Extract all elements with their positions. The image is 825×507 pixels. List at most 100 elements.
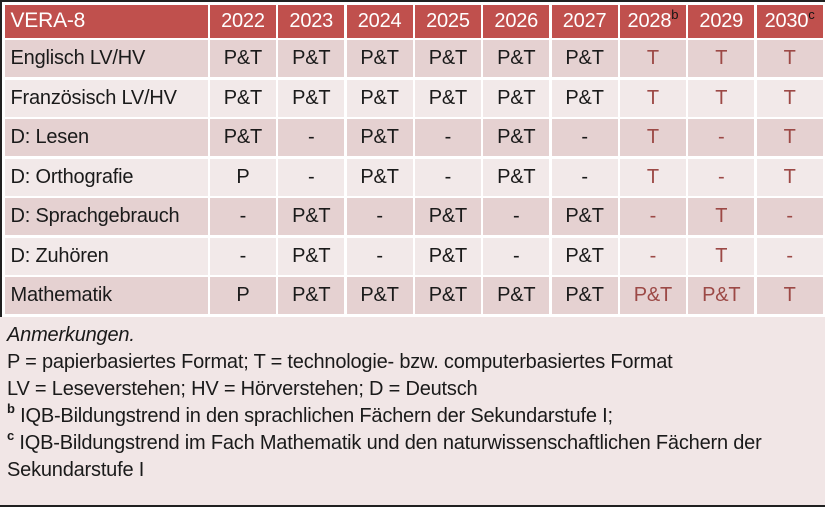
header-year-2025: 2025 [415, 4, 481, 38]
table-cell: T [688, 198, 755, 235]
row-label: Mathematik [4, 277, 208, 314]
table-cell: P&T [551, 198, 618, 235]
header-year-2024: 2024 [346, 4, 413, 38]
header-year-label: 2024 [357, 9, 402, 32]
table-cell: P&T [688, 277, 755, 314]
header-year-label: 2027 [562, 9, 607, 32]
table-cell: - [346, 198, 413, 235]
table-cell: T [756, 79, 823, 117]
table-cell: T [756, 277, 823, 314]
table-cell: - [415, 158, 481, 196]
table-cell: P&T [415, 79, 481, 117]
row-label: D: Lesen [4, 119, 208, 156]
table-cell: - [756, 237, 823, 275]
header-year-label: 2029 [699, 9, 744, 32]
table-cell: P [210, 158, 276, 196]
table-cell: T [756, 158, 823, 196]
note-b-text: IQB-Bildungstrend in den sprachlichen Fä… [20, 404, 613, 427]
table-cell: P&T [483, 158, 550, 196]
table-cell: - [551, 158, 618, 196]
table-cell: - [210, 237, 276, 275]
header-year-2028: 2028 b [620, 4, 686, 38]
table-cell: P&T [346, 277, 413, 314]
table-cell: P&T [278, 277, 345, 314]
table-cell: - [620, 237, 686, 275]
note-b: b IQB-Bildungstrend in den sprachlichen … [7, 400, 817, 430]
header-year-label: 2023 [289, 9, 334, 32]
table-cell: P&T [415, 40, 481, 77]
header-year-label: 2026 [494, 9, 539, 32]
table-cell: - [688, 119, 755, 156]
note-b-superscript: b [7, 400, 15, 416]
table-cell: T [756, 40, 823, 77]
header-year-2030: 2030 c [756, 4, 823, 38]
table-cell: - [346, 237, 413, 275]
table-cell: T [756, 119, 823, 156]
row-label: Englisch LV/HV [4, 40, 208, 77]
header-year-label: 2022 [221, 9, 265, 32]
table-cell: T [620, 119, 686, 156]
header-year-2023: 2023 [278, 4, 345, 38]
header-year-2022: 2022 [210, 4, 276, 38]
vera8-table: VERA-8 2022 2023 2024 2025 2026 2027 2028 b 2029 2… [0, 2, 825, 317]
table-cell: P&T [278, 198, 345, 235]
table-cell: - [551, 119, 618, 156]
note-abbreviation-legend: LV = Leseverstehen; HV = Hörverstehen; D… [7, 377, 478, 400]
row-label: D: Orthografie [4, 158, 208, 196]
row-label: Französisch LV/HV [4, 79, 208, 117]
table-cell: T [688, 237, 755, 275]
table-cell: P&T [483, 40, 550, 77]
table-cell: P&T [346, 40, 413, 77]
notes-section: Anmerkungen. P = papierbasiertes Format;… [0, 316, 825, 505]
table-cell: - [483, 237, 550, 275]
table-cell: P&T [346, 119, 413, 156]
table-cell: P&T [551, 40, 618, 77]
table-cell: P&T [483, 79, 550, 117]
table-cell: P&T [278, 40, 345, 77]
note-c: c IQB-Bildungstrend im Fach Mathematik u… [7, 427, 817, 484]
header-year-2027: 2027 [551, 4, 618, 38]
table-cell: P&T [346, 79, 413, 117]
table-cell: P [210, 277, 276, 314]
table-cell: - [756, 198, 823, 235]
header-year-label: 2030 [764, 9, 809, 32]
table-cell: - [415, 119, 481, 156]
row-label: D: Sprachgebrauch [4, 198, 208, 235]
table-cell: P&T [551, 79, 618, 117]
notes-heading: Anmerkungen. [7, 323, 135, 346]
table-cell: P&T [415, 237, 481, 275]
table-cell: - [620, 198, 686, 235]
table-cell: - [278, 158, 345, 196]
table-cell: P&T [415, 198, 481, 235]
table-cell: P&T [210, 79, 276, 117]
header-year-2029: 2029 [688, 4, 755, 38]
table-cell: P&T [483, 119, 550, 156]
header-year-2026: 2026 [483, 4, 550, 38]
table-cell: P&T [551, 277, 618, 314]
table-cell: - [483, 198, 550, 235]
table-cell: T [688, 79, 755, 117]
table-cell: P&T [551, 237, 618, 275]
note-c-text: IQB-Bildungstrend im Fach Mathematik und… [7, 431, 762, 481]
table-cell: - [278, 119, 345, 156]
table-cell: P&T [210, 40, 276, 77]
table-title: VERA-8 [4, 4, 208, 38]
table-cell: P&T [210, 119, 276, 156]
header-year-label: 2028 [627, 9, 672, 32]
table-cell: T [620, 158, 686, 196]
note-c-superscript: c [7, 427, 15, 443]
table-cell: T [620, 79, 686, 117]
table-cell: - [210, 198, 276, 235]
row-label: D: Zuhören [4, 237, 208, 275]
note-format-legend: P = papierbasiertes Format; T = technolo… [7, 350, 673, 373]
table-cell: P&T [415, 277, 481, 314]
table-cell: P&T [346, 158, 413, 196]
header-year-label: 2025 [426, 9, 470, 32]
table-cell: - [688, 158, 755, 196]
table-cell: P&T [278, 237, 345, 275]
table-cell: P&T [278, 79, 345, 117]
table-cell: P&T [620, 277, 686, 314]
table-cell: T [688, 40, 755, 77]
table-cell: T [620, 40, 686, 77]
